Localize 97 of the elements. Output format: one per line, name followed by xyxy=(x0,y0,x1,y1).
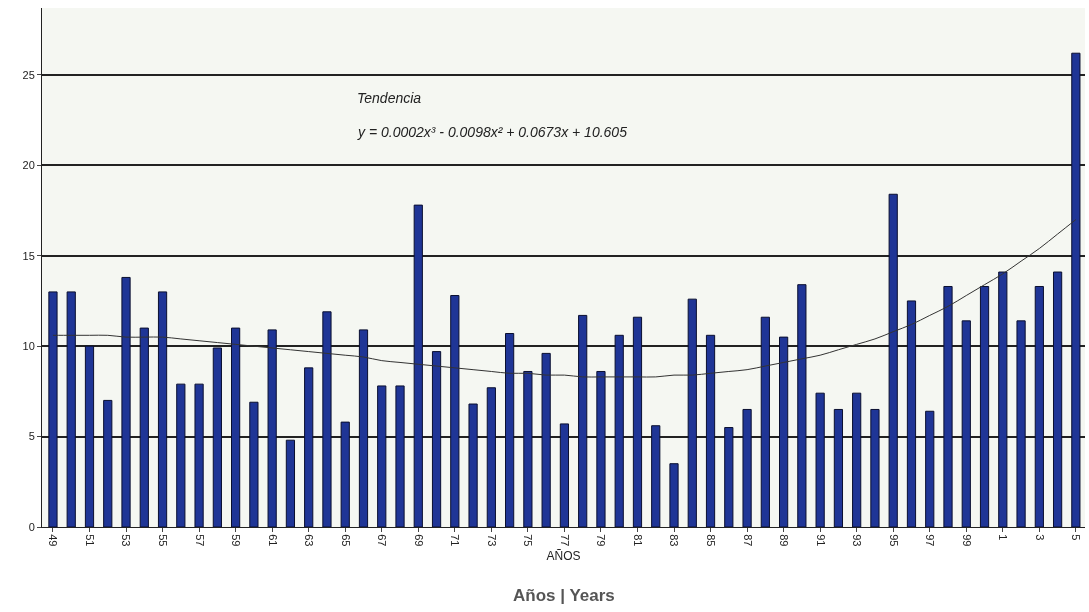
bar xyxy=(797,284,807,527)
bar xyxy=(724,427,734,527)
x-tick-label: 91 xyxy=(814,534,827,547)
x-tick-label: 49 xyxy=(47,534,60,547)
bar xyxy=(249,401,259,527)
bar xyxy=(84,345,95,527)
bar xyxy=(505,333,515,527)
x-tick-label: 61 xyxy=(266,534,279,547)
bar xyxy=(961,320,971,527)
x-tick-label: 79 xyxy=(595,534,608,547)
bar xyxy=(1052,271,1063,527)
bar xyxy=(632,316,643,527)
x-tick-label: 65 xyxy=(339,534,352,547)
bar xyxy=(815,392,825,527)
x-tick-label: 63 xyxy=(303,534,316,547)
bar xyxy=(852,392,862,527)
x-tick-label: 53 xyxy=(120,534,133,547)
x-tick-label: 55 xyxy=(156,534,169,547)
bar xyxy=(66,291,76,527)
x-tick-label: 89 xyxy=(778,534,791,547)
bar xyxy=(888,193,898,527)
y-tick-label: 5 xyxy=(28,430,35,443)
bar xyxy=(413,204,423,527)
bar xyxy=(176,383,186,527)
x-axis-title: AÑOS xyxy=(546,549,581,564)
bar xyxy=(1016,320,1026,527)
bar xyxy=(779,336,789,527)
x-tick-label: 75 xyxy=(522,534,535,547)
bar xyxy=(742,408,752,527)
bar xyxy=(450,295,460,527)
x-tick-label: 99 xyxy=(960,534,973,547)
bar xyxy=(925,410,935,527)
bar xyxy=(651,425,661,527)
x-tick-label: 51 xyxy=(83,534,96,547)
y-tick-label: 0 xyxy=(28,520,35,533)
bar xyxy=(194,383,204,527)
bar xyxy=(979,285,990,527)
bar xyxy=(760,316,770,527)
y-tick-label: 25 xyxy=(22,68,35,81)
x-tick-label: 97 xyxy=(924,534,937,547)
bar xyxy=(377,385,387,527)
bar xyxy=(431,351,442,527)
x-tick-label: 69 xyxy=(412,534,425,547)
x-tick-label: 81 xyxy=(631,534,644,547)
x-tick-label: 77 xyxy=(558,534,571,547)
bar xyxy=(906,300,917,527)
bar xyxy=(669,463,679,527)
bar xyxy=(705,334,716,527)
x-tick-label: 83 xyxy=(668,534,681,547)
bar xyxy=(486,387,496,527)
y-tick-label: 20 xyxy=(22,159,35,172)
annotation: y = 0.0002x³ - 0.0098x² + 0.0673x + 10.605 xyxy=(357,124,628,140)
x-tick-label: 59 xyxy=(230,534,243,547)
bar xyxy=(870,408,880,527)
bar xyxy=(943,285,953,527)
bar xyxy=(231,327,241,527)
bar xyxy=(614,334,624,527)
bar xyxy=(285,439,296,527)
bar xyxy=(340,421,350,527)
bar xyxy=(541,352,551,527)
x-tick-label: 57 xyxy=(193,534,206,547)
bar xyxy=(139,327,149,527)
x-tick-label: 85 xyxy=(704,534,717,547)
bar xyxy=(596,370,606,527)
line-series xyxy=(52,219,1077,378)
bar xyxy=(304,367,314,527)
x-tick-label: 87 xyxy=(741,534,754,547)
x-tick-label: 67 xyxy=(376,534,389,547)
bar xyxy=(833,408,844,527)
y-tick-label: 15 xyxy=(22,249,35,262)
x-tick-label: 95 xyxy=(887,534,900,547)
bar xyxy=(212,347,222,527)
x-tick-label: 93 xyxy=(851,534,864,547)
annotation: Tendencia xyxy=(357,90,422,106)
x-tick-label: 1 xyxy=(997,534,1010,541)
bar xyxy=(1034,285,1044,527)
bar xyxy=(687,298,697,527)
x-tick-label: 3 xyxy=(1033,534,1046,541)
bar xyxy=(157,291,168,527)
x-tick-label: 5 xyxy=(1070,534,1083,541)
x-tick-label: 73 xyxy=(485,534,498,547)
bar xyxy=(523,370,533,527)
bar xyxy=(578,314,588,527)
bar xyxy=(267,329,277,527)
bar xyxy=(121,276,131,527)
bar xyxy=(103,399,113,527)
bar xyxy=(559,423,570,527)
bar xyxy=(1071,52,1081,527)
bar xyxy=(998,271,1008,527)
bar xyxy=(322,311,332,527)
bar xyxy=(468,403,478,527)
bar xyxy=(48,291,58,527)
bar xyxy=(395,385,405,527)
y-tick-label: 10 xyxy=(22,340,35,353)
text: Años | Years xyxy=(513,586,615,605)
x-tick-label: 71 xyxy=(449,534,462,547)
bar xyxy=(358,329,369,527)
